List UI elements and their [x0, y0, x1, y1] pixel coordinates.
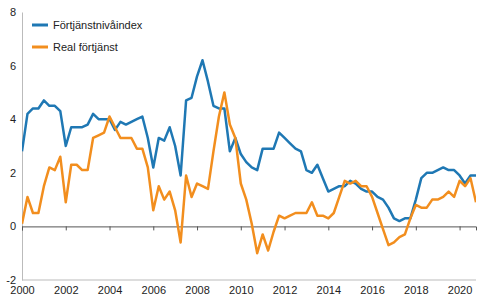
legend-label: Förtjänstnivåindex — [53, 19, 143, 31]
x-tick-label: 2020 — [448, 284, 472, 296]
x-tick-label: 2018 — [404, 284, 428, 296]
x-tick: 2004 — [98, 226, 122, 295]
x-tick-label: 2004 — [98, 284, 122, 296]
x-tick-mark — [110, 226, 111, 230]
x-tick: 2010 — [229, 226, 253, 295]
series-line — [22, 60, 476, 221]
x-tick-mark — [66, 226, 67, 230]
x-tick-mark — [328, 226, 329, 230]
y-tick: 0 — [10, 220, 22, 232]
x-tick: 2014 — [317, 226, 341, 295]
x-tick: 2006 — [142, 226, 166, 295]
legend-label: Real förtjänst — [53, 41, 118, 53]
x-tick: 2002 — [54, 226, 78, 295]
x-tick-mark — [197, 226, 198, 230]
x-tick: 2000 — [10, 226, 34, 295]
series-line — [22, 92, 476, 253]
x-tick-label: 2012 — [273, 284, 297, 296]
y-tick-label: 6 — [10, 60, 16, 72]
y-tick: 4 — [10, 113, 22, 125]
y-tick: 8 — [10, 6, 22, 18]
x-tick-mark — [22, 226, 23, 230]
x-tick-label: 2010 — [229, 284, 253, 296]
lines — [22, 60, 476, 253]
chart: -202468200020022004200620082010201220142… — [0, 0, 492, 302]
x-tick: 2008 — [185, 226, 209, 295]
x-tick-label: 2000 — [10, 284, 34, 296]
y-tick: 6 — [10, 60, 22, 72]
x-tick-mark — [241, 226, 242, 230]
x-tick: 2016 — [360, 226, 384, 295]
x-tick-mark — [153, 226, 154, 230]
x-axis: 2000 2002 2004 2006 2008 2010 2012 2014 2016 2018… — [10, 226, 476, 295]
legend-swatch — [32, 24, 48, 27]
x-tick-mark — [416, 226, 417, 230]
x-tick-mark — [372, 226, 373, 230]
x-tick-label: 2008 — [185, 284, 209, 296]
y-tick-label: 2 — [10, 167, 16, 179]
legend: Förtjänstnivåindex Real förtjänst — [32, 19, 143, 53]
y-tick-label: 8 — [10, 6, 16, 18]
x-tick-label: 2002 — [54, 284, 78, 296]
x-tick-label: 2016 — [360, 284, 384, 296]
y-axis: -202468 — [6, 6, 22, 286]
y-tick-label: 0 — [10, 220, 16, 232]
y-tick-label: 4 — [10, 113, 16, 125]
x-tick: 2012 — [273, 226, 297, 295]
x-range-line — [22, 280, 476, 281]
x-tick: 2018 — [404, 226, 428, 295]
x-tick-mark — [285, 226, 286, 230]
legend-swatch — [32, 46, 48, 49]
x-tick-mark — [460, 226, 461, 230]
x-tick-label: 2014 — [317, 284, 341, 296]
y-tick: 2 — [10, 167, 22, 179]
x-tick: 2020 — [448, 226, 472, 295]
x-tick-label: 2006 — [142, 284, 166, 296]
